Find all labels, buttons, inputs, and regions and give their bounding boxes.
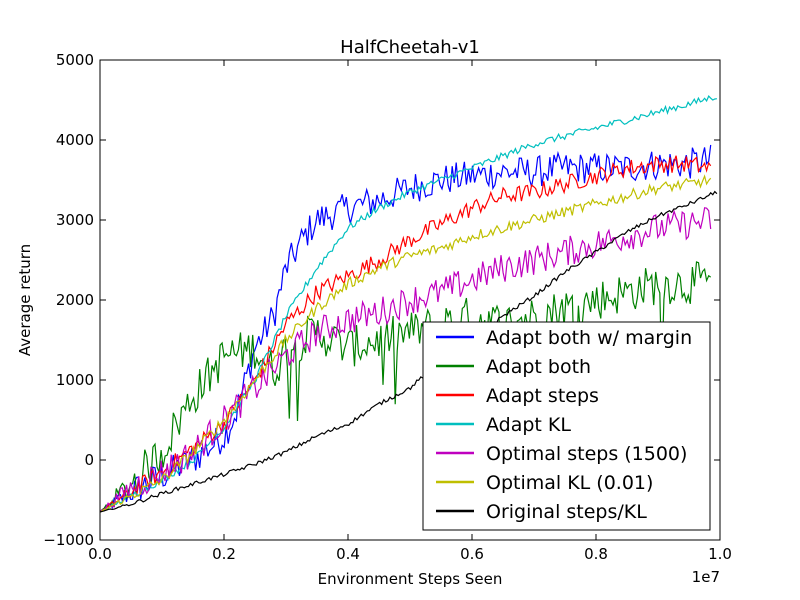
series-line-original-steps-kl: [99, 190, 718, 513]
y-tick-label: 3000: [56, 211, 94, 229]
legend-label: Optimal steps (1500): [486, 443, 687, 465]
series-line-adapt-both: [99, 261, 712, 513]
legend-label: Original steps/KL: [486, 501, 647, 523]
legend-label: Adapt both w/ margin: [486, 327, 692, 349]
y-tick-label: 1000: [56, 371, 94, 389]
legend-label: Optimal KL (0.01): [486, 472, 653, 494]
legend-label: Adapt steps: [486, 385, 599, 407]
y-tick-label: 4000: [56, 131, 94, 149]
x-tick-label: 0.2: [212, 545, 236, 563]
legend-label: Adapt KL: [486, 414, 571, 436]
axis-ticks: 0.0 0.2 0.4 0.6 0.8 1.0 −1000 0 1000 2000 3000 4000…: [43, 51, 732, 563]
series-line-optimal-kl-0-01: [99, 174, 712, 513]
series-lines: [99, 95, 718, 513]
x-multiplier-label: 1e7: [692, 568, 720, 586]
series-line-optimal-steps-1500: [99, 207, 712, 513]
series-line-adapt-both-w-margin: [99, 144, 712, 513]
legend: Adapt both w/ margin Adapt both Adapt step…: [422, 321, 711, 531]
legend-frame: [422, 321, 711, 531]
x-axis-label: Environment Steps Seen: [318, 570, 503, 588]
y-axis-label: Average return: [16, 244, 34, 356]
x-tick-label: 0.8: [584, 545, 608, 563]
x-tick-label: 1.0: [708, 545, 732, 563]
chart-title: HalfCheetah-v1: [340, 37, 480, 58]
x-tick-label: 0.6: [460, 545, 484, 563]
y-tick-label: 2000: [56, 291, 94, 309]
y-tick-label: 5000: [56, 51, 94, 69]
y-tick-label: −1000: [43, 531, 94, 549]
x-tick-label: 0.0: [88, 545, 112, 563]
x-tick-label: 0.4: [336, 545, 360, 563]
y-tick-label: 0: [84, 451, 94, 469]
legend-label: Adapt both: [486, 356, 591, 378]
